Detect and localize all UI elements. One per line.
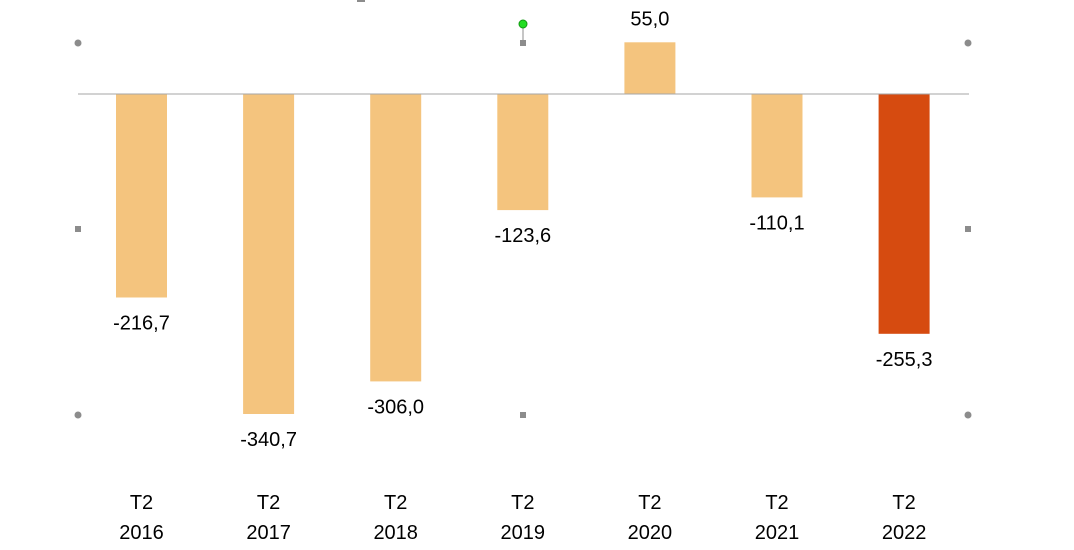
x-tick-label-year-3: 2019 bbox=[501, 522, 546, 544]
bar-t2-2016[interactable] bbox=[116, 94, 167, 298]
rotation-handle[interactable] bbox=[518, 19, 528, 29]
selection-handle-top-right[interactable] bbox=[964, 39, 972, 47]
outer-frame-handle-fragment[interactable] bbox=[357, 0, 365, 2]
x-tick-label-period-1: T2 bbox=[257, 492, 280, 514]
x-tick-label-period-2: T2 bbox=[384, 492, 407, 514]
data-label-t2-2022: -255,3 bbox=[876, 349, 933, 371]
x-tick-label-year-6: 2022 bbox=[882, 522, 927, 544]
x-tick-label-year-0: 2016 bbox=[119, 522, 164, 544]
data-label-t2-2020: 55,0 bbox=[630, 8, 669, 30]
data-label-t2-2019: -123,6 bbox=[494, 225, 551, 247]
data-label-t2-2018: -306,0 bbox=[367, 396, 424, 418]
selection-handle-bottom-left[interactable] bbox=[74, 411, 82, 419]
x-tick-label-period-0: T2 bbox=[130, 492, 153, 514]
bar-t2-2022[interactable] bbox=[878, 94, 930, 334]
x-tick-label-period-4: T2 bbox=[638, 492, 661, 514]
data-label-t2-2017: -340,7 bbox=[240, 429, 297, 451]
x-tick-label-period-6: T2 bbox=[892, 492, 915, 514]
bar-t2-2021[interactable] bbox=[751, 94, 803, 198]
value-labels-layer: -216,7 -340,7 -306,0 -123,6 55,0 -110,1 -255,3 bbox=[113, 8, 932, 451]
selection-handle-bottom-right[interactable] bbox=[964, 411, 972, 419]
x-tick-label-period-3: T2 bbox=[511, 492, 534, 514]
bar-t2-2019[interactable] bbox=[497, 94, 549, 211]
selection-handle-top-middle[interactable] bbox=[520, 40, 526, 46]
bar-t2-2018[interactable] bbox=[370, 94, 422, 382]
selection-handle-bottom-middle[interactable] bbox=[520, 412, 526, 418]
x-tick-label-year-5: 2021 bbox=[755, 522, 800, 544]
x-tick-label-period-5: T2 bbox=[765, 492, 788, 514]
x-tick-label-year-2: 2018 bbox=[373, 522, 418, 544]
x-tick-label-year-4: 2020 bbox=[628, 522, 673, 544]
selection-handle-middle-right[interactable] bbox=[965, 226, 971, 232]
category-labels-layer: T2 2016 T2 2017 T2 2018 T2 2019 T2 2020 T2 2021 T2 20… bbox=[119, 492, 926, 544]
selection-handle-top-left[interactable] bbox=[74, 39, 82, 47]
x-tick-label-year-1: 2017 bbox=[246, 522, 291, 544]
data-label-t2-2021: -110,1 bbox=[749, 212, 804, 234]
bar-t2-2020[interactable] bbox=[624, 42, 676, 94]
bar-t2-2017[interactable] bbox=[243, 94, 295, 414]
data-label-t2-2016: -216,7 bbox=[113, 313, 170, 335]
selection-handles[interactable] bbox=[74, 0, 972, 419]
selection-handle-middle-left[interactable] bbox=[75, 226, 81, 232]
bars-layer bbox=[116, 42, 930, 414]
